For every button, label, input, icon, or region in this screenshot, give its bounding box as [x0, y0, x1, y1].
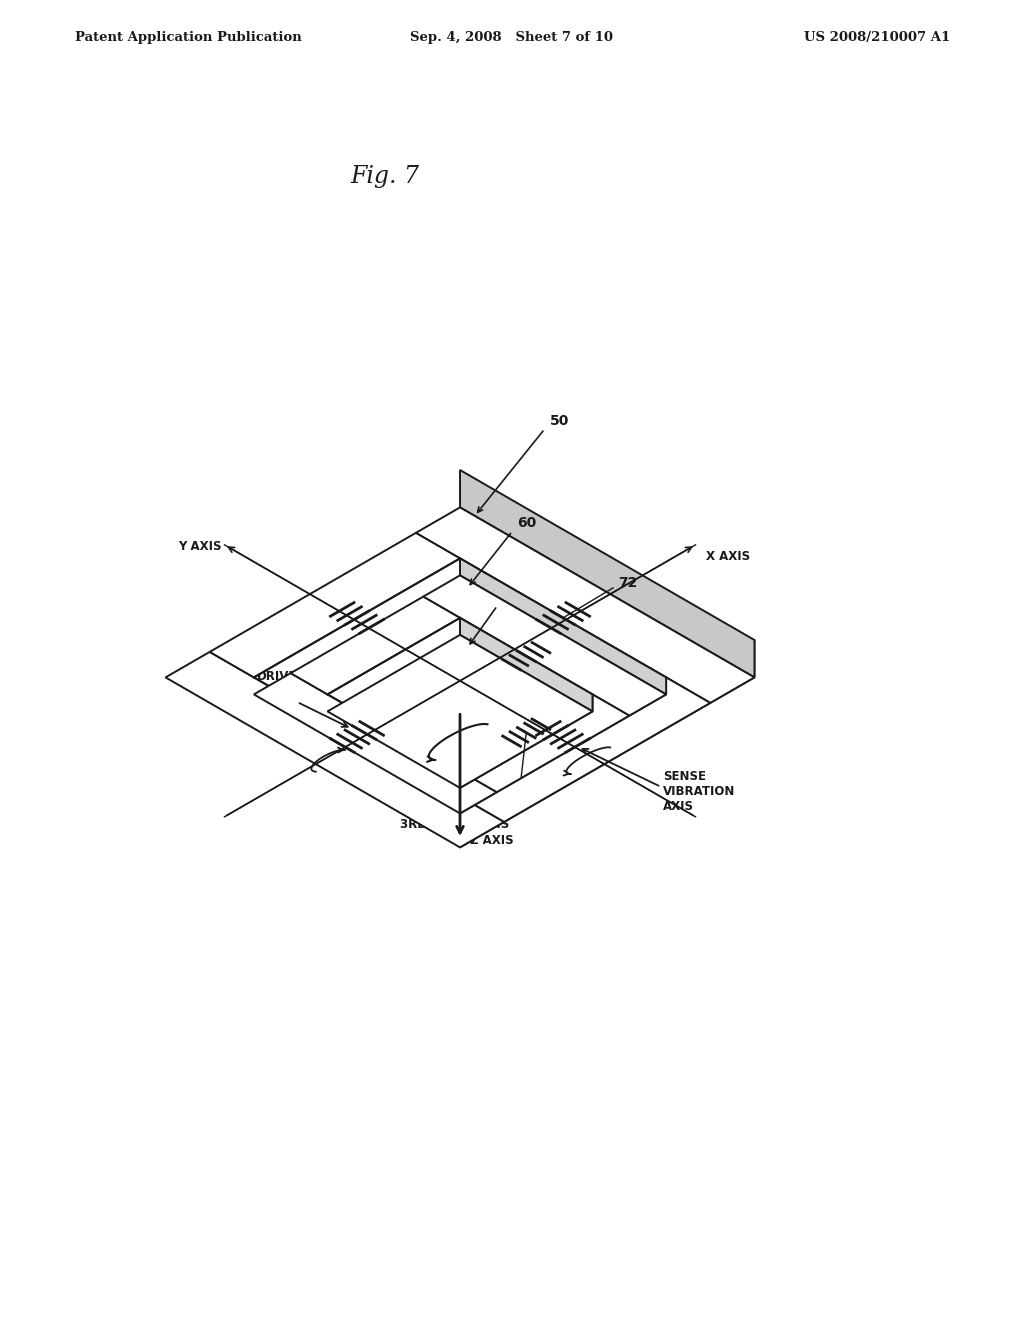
- Polygon shape: [460, 618, 593, 711]
- Polygon shape: [328, 635, 593, 788]
- Polygon shape: [460, 558, 667, 694]
- Text: 50: 50: [550, 414, 569, 428]
- Text: Patent Application Publication: Patent Application Publication: [75, 30, 302, 44]
- Text: 60: 60: [517, 516, 537, 531]
- Polygon shape: [423, 576, 667, 715]
- Polygon shape: [460, 694, 630, 792]
- Polygon shape: [460, 640, 755, 847]
- Text: Y AXIS: Y AXIS: [178, 540, 221, 553]
- Polygon shape: [166, 652, 504, 847]
- Polygon shape: [416, 507, 755, 702]
- Polygon shape: [460, 677, 667, 813]
- Text: 3RD SENSE AXIS: 3RD SENSE AXIS: [400, 817, 510, 830]
- Polygon shape: [291, 597, 460, 694]
- Polygon shape: [460, 694, 593, 788]
- Polygon shape: [460, 470, 755, 677]
- Text: Fig. 7: Fig. 7: [350, 165, 420, 187]
- Text: 70: 70: [503, 590, 521, 605]
- Text: US 2008/210007 A1: US 2008/210007 A1: [804, 30, 950, 44]
- Polygon shape: [254, 673, 497, 813]
- Text: X AXIS: X AXIS: [706, 550, 750, 562]
- Polygon shape: [460, 677, 711, 822]
- Text: 72: 72: [618, 576, 637, 590]
- Polygon shape: [210, 533, 460, 677]
- Text: Z AXIS: Z AXIS: [470, 834, 514, 847]
- Text: 62: 62: [512, 784, 530, 799]
- Text: SENSE
VIBRATION
AXIS: SENSE VIBRATION AXIS: [664, 771, 735, 813]
- Text: Sep. 4, 2008   Sheet 7 of 10: Sep. 4, 2008 Sheet 7 of 10: [411, 30, 613, 44]
- Text: DRIVE
VIBRATION
AXIS: DRIVE VIBRATION AXIS: [241, 671, 313, 713]
